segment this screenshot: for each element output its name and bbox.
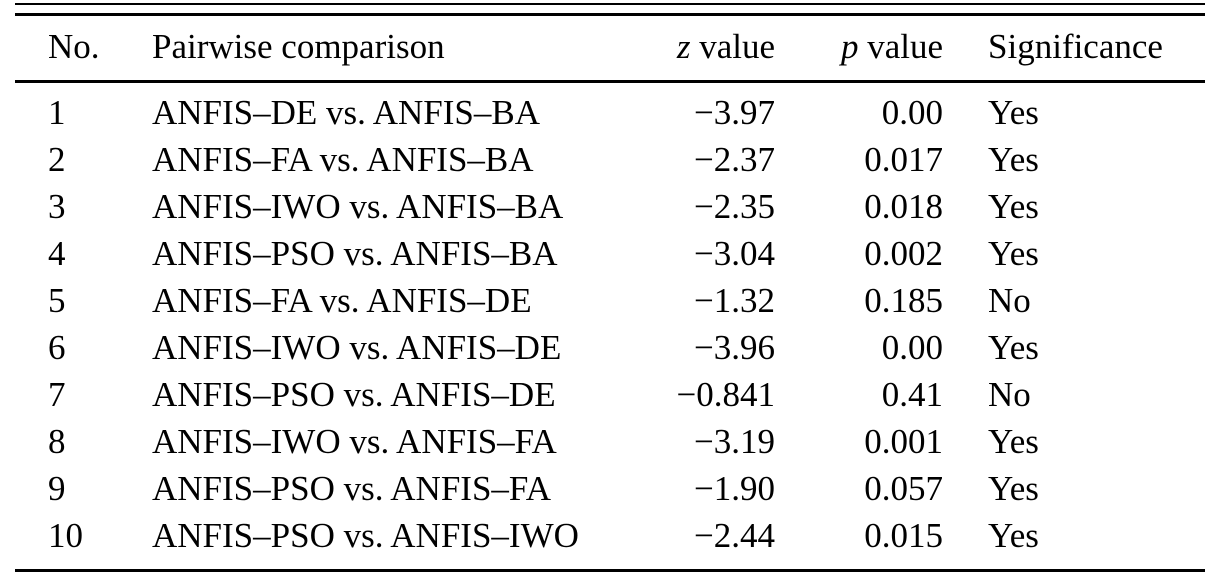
p-value-suffix: value [858, 27, 943, 66]
table-row: 10 ANFIS–PSO vs. ANFIS–IWO −2.44 0.015 Y… [15, 512, 1205, 571]
cell-z-value: −3.96 [694, 328, 775, 367]
cell-no: 1 [48, 93, 66, 132]
cell-comparison: ANFIS–PSO vs. ANFIS–IWO [152, 516, 579, 555]
col-header-no: No. [48, 27, 100, 66]
table-row: 1 ANFIS–DE vs. ANFIS–BA −3.97 0.00 Yes [15, 82, 1205, 137]
cell-comparison: ANFIS–IWO vs. ANFIS–FA [152, 422, 557, 461]
cell-significance: Yes [988, 140, 1039, 179]
z-symbol: z [676, 27, 691, 66]
cell-no: 2 [48, 140, 66, 179]
table-body: 1 ANFIS–DE vs. ANFIS–BA −3.97 0.00 Yes 2… [15, 82, 1205, 571]
cell-z-value: −0.841 [676, 375, 776, 414]
table-row: 7 ANFIS–PSO vs. ANFIS–DE −0.841 0.41 No [15, 371, 1205, 418]
col-header-p-value: p value [775, 16, 943, 82]
cell-p-value: 0.018 [864, 187, 943, 226]
cell-no: 3 [48, 187, 66, 226]
cell-p-value: 0.001 [864, 422, 943, 461]
table-row: 9 ANFIS–PSO vs. ANFIS–FA −1.90 0.057 Yes [15, 465, 1205, 512]
cell-no: 7 [48, 375, 66, 414]
cell-p-value: 0.057 [864, 469, 943, 508]
col-header-pairwise-comparison: Pairwise comparison [152, 27, 445, 66]
cell-comparison: ANFIS–PSO vs. ANFIS–DE [152, 375, 556, 414]
cell-z-value: −2.44 [694, 516, 775, 555]
table-row: 2 ANFIS–FA vs. ANFIS–BA −2.37 0.017 Yes [15, 136, 1205, 183]
cell-significance: No [988, 281, 1031, 320]
cell-no: 10 [48, 516, 83, 555]
cell-comparison: ANFIS–DE vs. ANFIS–BA [152, 93, 540, 132]
statistical-table: No. Pairwise comparison z value p value … [15, 3, 1205, 572]
cell-no: 5 [48, 281, 66, 320]
cell-z-value: −2.35 [694, 187, 775, 226]
cell-comparison: ANFIS–IWO vs. ANFIS–BA [152, 187, 564, 226]
col-header-significance: Significance [988, 27, 1163, 66]
cell-z-value: −3.97 [694, 93, 775, 132]
cell-comparison: ANFIS–FA vs. ANFIS–DE [152, 281, 532, 320]
cell-comparison: ANFIS–PSO vs. ANFIS–BA [152, 234, 558, 273]
cell-z-value: −3.19 [694, 422, 775, 461]
table-header: No. Pairwise comparison z value p value … [15, 16, 1205, 82]
cell-significance: Yes [988, 328, 1039, 367]
table-row: 4 ANFIS–PSO vs. ANFIS–BA −3.04 0.002 Yes [15, 230, 1205, 277]
cell-z-value: −3.04 [694, 234, 775, 273]
table-header-row: No. Pairwise comparison z value p value … [15, 16, 1205, 82]
cell-comparison: ANFIS–IWO vs. ANFIS–DE [152, 328, 562, 367]
table-row: 5 ANFIS–FA vs. ANFIS–DE −1.32 0.185 No [15, 277, 1205, 324]
table-row: 8 ANFIS–IWO vs. ANFIS–FA −3.19 0.001 Yes [15, 418, 1205, 465]
table-row: 6 ANFIS–IWO vs. ANFIS–DE −3.96 0.00 Yes [15, 324, 1205, 371]
cell-no: 8 [48, 422, 66, 461]
cell-comparison: ANFIS–PSO vs. ANFIS–FA [152, 469, 552, 508]
cell-comparison: ANFIS–FA vs. ANFIS–BA [152, 140, 534, 179]
cell-p-value: 0.017 [864, 140, 943, 179]
cell-no: 4 [48, 234, 66, 273]
cell-p-value: 0.015 [864, 516, 943, 555]
cell-no: 9 [48, 469, 66, 508]
cell-p-value: 0.41 [881, 375, 943, 414]
cell-significance: Yes [988, 516, 1039, 555]
p-symbol: p [840, 27, 859, 66]
cell-significance: Yes [988, 93, 1039, 132]
cell-significance: Yes [988, 422, 1039, 461]
cell-p-value: 0.00 [881, 328, 943, 367]
cell-significance: Yes [988, 234, 1039, 273]
cell-significance: Yes [988, 187, 1039, 226]
cell-p-value: 0.00 [881, 93, 943, 132]
table-top-rule [15, 3, 1205, 16]
pairwise-comparison-table: No. Pairwise comparison z value p value … [15, 16, 1205, 572]
cell-p-value: 0.185 [864, 281, 943, 320]
table-row: 3 ANFIS–IWO vs. ANFIS–BA −2.35 0.018 Yes [15, 183, 1205, 230]
cell-z-value: −2.37 [694, 140, 775, 179]
col-header-z-value: z value [622, 16, 775, 82]
z-value-suffix: value [690, 27, 775, 66]
cell-z-value: −1.32 [694, 281, 775, 320]
cell-no: 6 [48, 328, 66, 367]
cell-significance: Yes [988, 469, 1039, 508]
cell-p-value: 0.002 [864, 234, 943, 273]
cell-significance: No [988, 375, 1031, 414]
cell-z-value: −1.90 [694, 469, 775, 508]
